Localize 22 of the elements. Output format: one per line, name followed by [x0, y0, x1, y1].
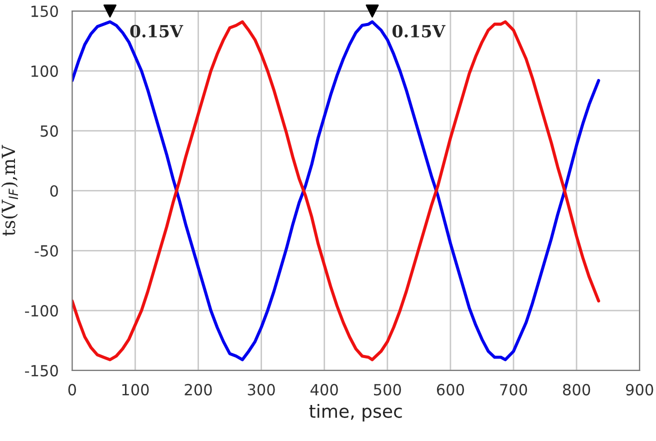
x-tick-label: 300: [248, 384, 275, 396]
annotation: 0.15V: [130, 24, 184, 38]
y-tick-label: 50: [40, 125, 58, 137]
y-tick-label: -50: [34, 245, 58, 257]
x-tick-label: 0: [68, 384, 76, 396]
x-tick-label: 100: [122, 384, 149, 396]
x-axis-title: time, psec: [309, 404, 402, 422]
y-tick-label: 0: [50, 185, 58, 197]
x-tick-label: 800: [563, 384, 590, 396]
x-tick-label: 400: [310, 384, 338, 396]
x-tick-label: 700: [500, 384, 528, 396]
x-tick-label: 500: [374, 384, 401, 396]
x-tick-label: 200: [184, 384, 212, 396]
y-axis-title: ts(V$_{IF}$),mV: [1, 144, 18, 236]
line-series: [72, 20, 600, 362]
y-tick-label: 100: [31, 65, 58, 77]
annotation: 0.15V: [392, 24, 446, 38]
y-tick-label: -100: [25, 305, 58, 317]
x-tick-label: 600: [436, 384, 464, 396]
y-tick-label: 150: [31, 5, 58, 18]
y-tick-label: -150: [25, 364, 58, 376]
x-tick-label: 900: [626, 384, 654, 396]
